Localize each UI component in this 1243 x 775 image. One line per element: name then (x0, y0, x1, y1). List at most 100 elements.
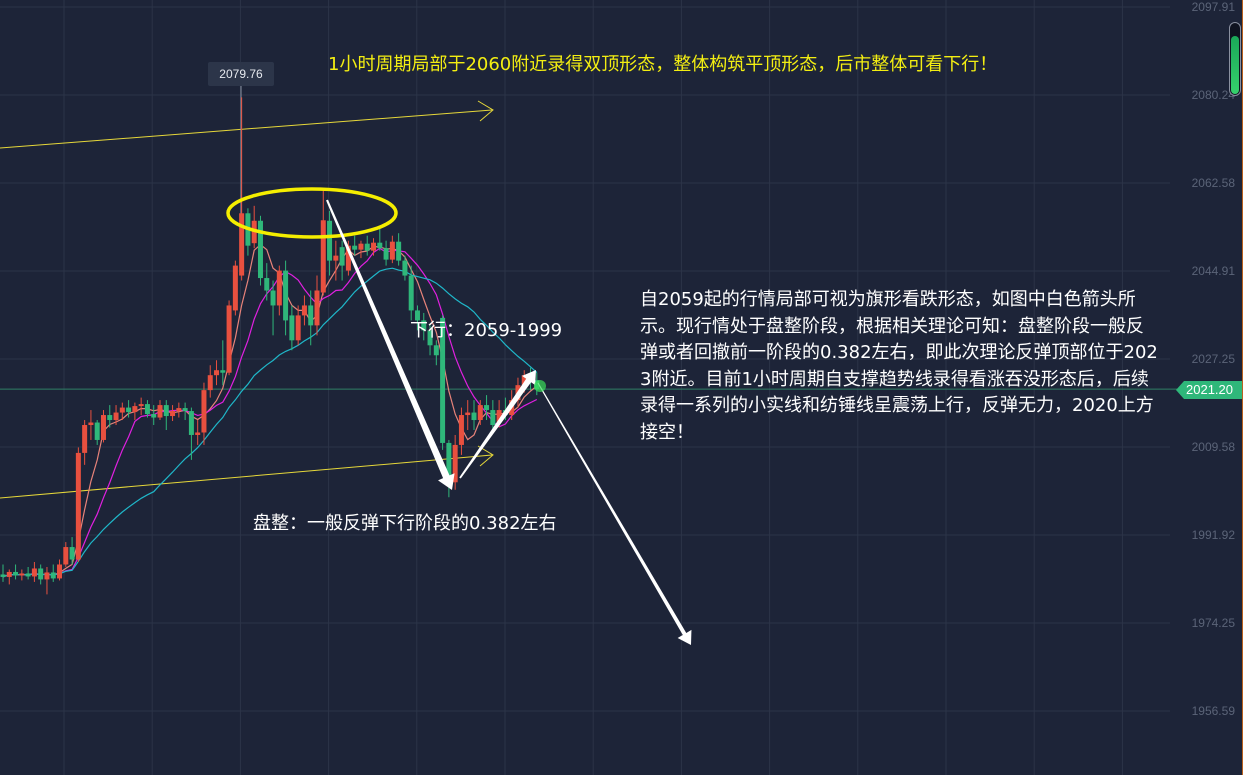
candle-body (490, 410, 496, 426)
candle-body (471, 412, 477, 421)
moving-averages (2, 243, 538, 578)
candle-body (182, 408, 188, 412)
consolidation-note: 盘整：一般反弹下行阶段的0.382左右 (253, 513, 557, 534)
candle-body (314, 290, 320, 326)
candle-body (327, 220, 333, 261)
candle-body (25, 573, 31, 577)
candle-body (195, 432, 201, 435)
candle-body (496, 410, 502, 423)
candle-body (427, 330, 433, 346)
y-tick-label: 2062.58 (1191, 176, 1235, 190)
candle-body (163, 405, 169, 417)
double-top-note: 1小时周期局部于2060附近录得双顶形态，整体构筑平顶形态，后市整体可看下行！ (328, 54, 998, 75)
y-tick-label: 1956.59 (1191, 704, 1235, 718)
upper-trendline-arrowhead (477, 100, 494, 122)
candle-body (50, 572, 56, 579)
candle-body (364, 243, 370, 251)
candle-body (270, 290, 276, 306)
candle-body (226, 305, 232, 373)
candle-body (421, 320, 427, 331)
candle-body (339, 247, 345, 266)
candle-body (170, 411, 176, 417)
analysis-paragraph: 自2059起的行情局部可视为旗形看跌形态，如图中白色箭头所示。现行情处于盘整阶段… (640, 289, 1158, 443)
candle-body (63, 547, 69, 565)
candle-body (188, 411, 194, 435)
candle-body (358, 243, 364, 250)
support-trendline-arrowhead (477, 445, 494, 467)
flag-down-arrow (326, 199, 455, 490)
trendlines (0, 86, 494, 499)
candle-body (458, 415, 464, 445)
support-trendline (0, 454, 493, 499)
y-tick-label: 1991.92 (1191, 528, 1235, 542)
candle-body (383, 248, 389, 260)
candle-body (257, 220, 263, 279)
candle-body (484, 405, 490, 411)
overlays (226, 187, 692, 645)
candle-body (214, 370, 220, 376)
candle-body (333, 255, 339, 261)
candle-body (119, 407, 125, 413)
candle-body (308, 305, 314, 326)
candle-body (69, 547, 75, 560)
zoom-scrollbar[interactable] (1229, 22, 1241, 96)
candle-body (126, 407, 132, 413)
candle-body (82, 425, 88, 453)
y-tick-label: 1974.25 (1191, 616, 1235, 631)
candle-body (433, 345, 439, 356)
candle-body (107, 415, 113, 421)
scrollbar-fill (1231, 36, 1239, 94)
downtrend-range-note: 下行：2059-1999 (410, 320, 563, 341)
candle-body (232, 265, 238, 311)
candle-body (138, 404, 144, 407)
candle-body (151, 414, 157, 418)
candle-body (352, 245, 358, 250)
candle-body (440, 317, 446, 443)
candle-body (396, 241, 402, 261)
candle-body (320, 220, 326, 293)
candle-body (377, 242, 383, 249)
candle-body (295, 315, 301, 341)
candle-body (94, 422, 100, 440)
high-price-tooltip: 2079.76 (208, 62, 274, 86)
last-price-tag: 2021.20 (1176, 381, 1243, 399)
y-tick-label: 2009.58 (1191, 440, 1235, 455)
candle-body (408, 275, 414, 311)
candle-body (88, 422, 94, 426)
candle-body (100, 415, 106, 440)
candle-body (220, 370, 226, 373)
candle-body (239, 213, 245, 276)
candle-body (371, 242, 377, 251)
candle-body (264, 278, 270, 291)
candle-body (345, 245, 351, 271)
candle-body (389, 241, 395, 260)
candle-body (283, 270, 289, 321)
y-tick-label: 2027.25 (1191, 352, 1235, 366)
candle-body (452, 444, 458, 483)
candle-body (13, 571, 19, 576)
candle-body (19, 573, 25, 576)
candle-body (6, 571, 12, 577)
double-top-ellipse (226, 187, 398, 239)
candle-body (144, 404, 150, 415)
candle-body (289, 315, 295, 341)
y-tick-label: 2080.24 (1191, 88, 1235, 103)
candle-body (402, 260, 408, 276)
candle-body (521, 375, 527, 386)
current-price-glow (534, 380, 546, 392)
moving-average-line (2, 267, 538, 578)
candle-body (113, 412, 119, 421)
moving-average-line (2, 247, 538, 578)
rebound-up-arrow (459, 370, 536, 479)
candle-body (446, 442, 452, 483)
candle-body (301, 305, 307, 316)
candle-body (57, 564, 63, 579)
candle-body (75, 452, 81, 560)
candle-body (465, 412, 471, 416)
candle-body (132, 406, 138, 413)
candle-body (201, 390, 207, 433)
candle-body (477, 405, 483, 421)
candle-body (414, 310, 420, 321)
candle-body (207, 375, 213, 391)
